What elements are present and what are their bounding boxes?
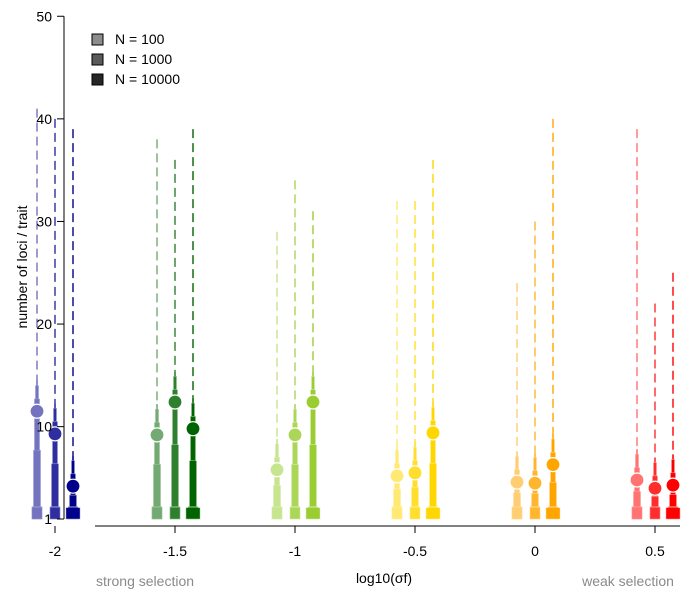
y-tick-label: 30 [36,213,52,229]
violin-base [511,507,523,520]
violin-base [529,507,541,520]
violin-section [273,485,281,507]
violin-section [69,494,77,507]
violin-section [651,496,659,507]
x-axis-title: log10(σf) [356,570,412,586]
violin-section [311,376,315,390]
violin-base [185,507,201,520]
violin-base [305,507,321,520]
violin-section [155,408,159,423]
mean-point [545,457,561,473]
violin-base [425,507,441,520]
violin-base [409,507,421,520]
violin-section [513,492,521,507]
legend-label-n100: N = 100 [115,31,165,47]
violin-section [671,459,675,474]
x-tick-label: -2 [49,543,62,559]
x-tick-label: -1 [289,543,302,559]
mean-point [407,465,423,481]
mean-point [269,462,285,478]
violin-base [649,507,661,520]
y-tick-label: 1 [44,511,52,527]
violin-section [33,450,41,507]
legend-swatch-n1000 [91,53,104,66]
violin-section [51,463,59,507]
violin-section [531,493,539,507]
x-tick-label: 0 [531,543,539,559]
mean-point [29,403,45,419]
violin-section [35,385,39,400]
violin-section [293,408,297,423]
violin-base [391,507,403,520]
violin-section [411,486,419,507]
violin-base [289,507,301,520]
mean-point [65,478,81,494]
violin-section [189,460,197,507]
violin-section [413,446,417,461]
violin-section [635,454,639,468]
y-tick-label: 20 [36,316,52,332]
violin-section [669,494,677,507]
mean-point [527,475,543,491]
y-tick-label: 10 [36,419,52,435]
violin-base [631,507,643,520]
mean-point [167,394,183,410]
violin-section [429,462,437,507]
x-tick-label: 0.5 [645,543,665,559]
violin-base [665,507,681,520]
strong-selection-note: strong selection [96,573,194,589]
violin-section [171,444,179,507]
mean-points-layer [29,394,681,496]
y-tick-label: 50 [36,8,52,24]
violin-section [309,444,317,507]
legend-label-n1000: N = 1000 [115,51,172,67]
violin-section [533,457,537,472]
violin-section [153,464,161,507]
violin-section [53,407,57,422]
violin-base [151,507,163,520]
x-tick-label: -0.5 [403,543,427,559]
violin-section [431,406,435,421]
violin-section [515,456,519,471]
legend-swatch-n10000 [91,73,104,86]
legend-swatch-n100 [91,33,104,46]
violin-section [275,443,279,458]
mean-point [149,427,165,443]
mean-point [647,480,663,496]
mean-point [185,421,201,437]
y-tick-label: 40 [36,111,52,127]
mean-point [287,427,303,443]
violin-base [169,507,181,520]
violin-base [271,507,283,520]
violin-section [393,488,401,507]
violin-base [31,507,43,520]
violin-section [633,491,641,507]
mean-point [629,472,645,488]
mean-point [389,468,405,484]
mean-point [509,474,525,490]
violin-section [71,460,75,475]
mean-point [425,425,441,441]
legend-label-n10000: N = 10000 [115,71,180,87]
violin-section [653,462,657,477]
violin-base [545,507,561,520]
violin-layer [31,108,681,520]
mean-point [47,426,63,442]
violin-base [65,507,81,520]
mean-point [665,477,681,493]
violin-section [191,402,195,417]
legend: N = 100 N = 1000 N = 10000 [91,31,180,87]
y-axis-title: number of loci / trait [14,205,30,328]
violin-section [549,482,557,507]
mean-point [305,394,321,410]
violin-section [291,464,299,507]
x-tick-label: -1.5 [163,543,187,559]
violin-section [551,438,555,453]
violin-section [395,450,399,464]
weak-selection-note: weak selection [581,573,674,589]
violin-base [49,507,61,520]
violin-section [173,376,177,390]
